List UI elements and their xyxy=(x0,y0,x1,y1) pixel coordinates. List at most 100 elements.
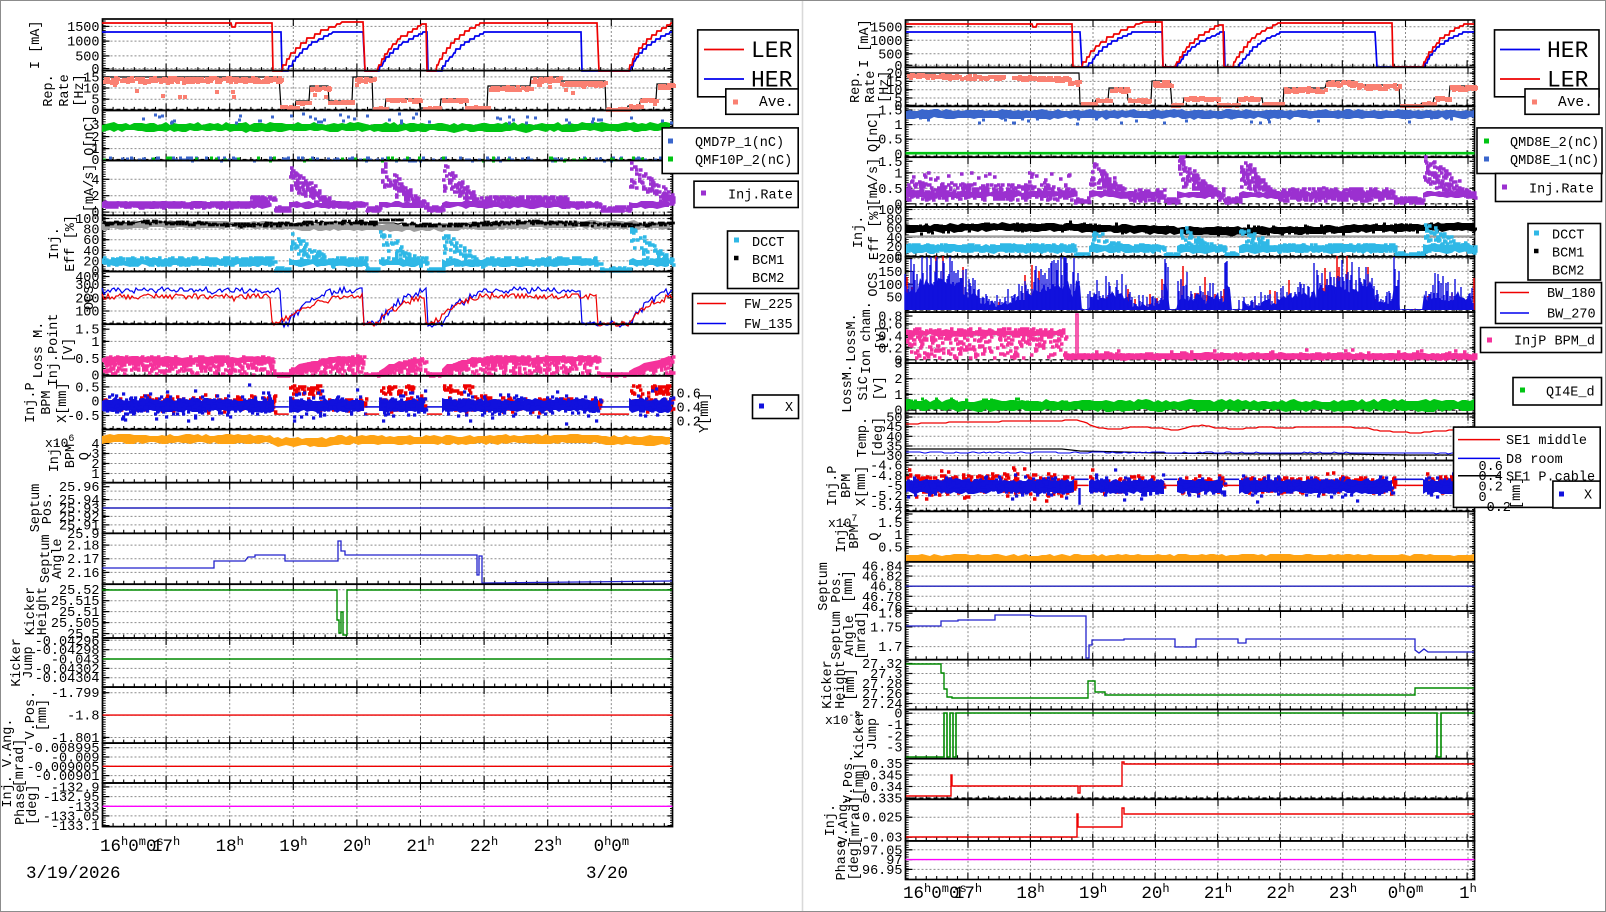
svg-text:500: 500 xyxy=(75,50,99,65)
svg-text:FW_225: FW_225 xyxy=(744,298,793,313)
svg-text:1: 1 xyxy=(894,167,902,182)
svg-text:2: 2 xyxy=(894,373,902,388)
svg-text:25.51: 25.51 xyxy=(59,606,100,621)
svg-text:0.5: 0.5 xyxy=(75,353,99,368)
svg-text:-0.04302: -0.04302 xyxy=(35,663,100,678)
svg-text:BPM: BPM xyxy=(840,474,855,498)
svg-text:40: 40 xyxy=(886,431,902,446)
svg-text:Inj.Rate: Inj.Rate xyxy=(1529,183,1594,198)
svg-text:Q[nC]: Q[nC] xyxy=(83,115,98,156)
svg-text:5: 5 xyxy=(894,93,902,108)
svg-text:Septum: Septum xyxy=(817,562,832,611)
svg-text:-0.04304: -0.04304 xyxy=(35,672,100,687)
svg-text:0.6: 0.6 xyxy=(1479,460,1503,475)
svg-text:0.2: 0.2 xyxy=(878,342,902,357)
svg-text:LER: LER xyxy=(751,38,793,64)
svg-text:0.335: 0.335 xyxy=(862,793,903,808)
svg-text:50: 50 xyxy=(886,412,902,427)
svg-text:1: 1 xyxy=(894,119,902,134)
svg-text:HER: HER xyxy=(1547,38,1589,64)
svg-text:200: 200 xyxy=(878,253,902,268)
svg-text:Jump: Jump xyxy=(866,718,881,750)
svg-text:SE1 middle: SE1 middle xyxy=(1506,434,1587,449)
svg-text:Septum: Septum xyxy=(39,534,54,583)
svg-text:20: 20 xyxy=(886,241,902,256)
svg-text:1.7: 1.7 xyxy=(878,641,902,656)
svg-text:V.Pos.: V.Pos. xyxy=(842,755,857,804)
svg-text:20h​: 20h​ xyxy=(1141,882,1169,904)
svg-text:Inj.: Inj. xyxy=(48,440,63,472)
svg-text:OCS: OCS xyxy=(867,272,882,296)
svg-text:0: 0 xyxy=(91,369,99,384)
svg-text:Q: Q xyxy=(868,532,883,540)
svg-text:2: 2 xyxy=(894,509,902,524)
svg-text:BPM: BPM xyxy=(40,390,55,414)
svg-text:0.6: 0.6 xyxy=(878,319,902,334)
svg-text:FW_135: FW_135 xyxy=(744,318,793,333)
svg-text:25.52: 25.52 xyxy=(59,584,100,599)
svg-text:25.96: 25.96 xyxy=(59,481,100,496)
svg-text:30: 30 xyxy=(886,450,902,465)
svg-text:0.5: 0.5 xyxy=(878,134,902,149)
svg-text:Phase: Phase xyxy=(835,840,850,881)
svg-text:50: 50 xyxy=(886,292,902,307)
svg-text:Inj. V.Ang.: Inj. V.Ang. xyxy=(1,718,16,807)
svg-text:OCS: OCS xyxy=(83,286,98,310)
svg-text:-1.8: -1.8 xyxy=(67,710,99,725)
svg-text:200: 200 xyxy=(75,292,99,307)
svg-text:100: 100 xyxy=(878,279,902,294)
svg-text:25.92: 25.92 xyxy=(59,511,100,526)
svg-text:27.26: 27.26 xyxy=(862,688,903,703)
svg-text:-4.6: -4.6 xyxy=(870,460,902,475)
svg-text:[mm]: [mm] xyxy=(844,668,859,700)
svg-text:-4.8: -4.8 xyxy=(870,470,902,485)
svg-text:QMD8E_2(nC): QMD8E_2(nC) xyxy=(1510,136,1599,151)
svg-text:0h​0m​: 0h​0m​ xyxy=(594,835,629,857)
svg-text:2.18: 2.18 xyxy=(67,540,99,555)
svg-text:1.5: 1.5 xyxy=(75,324,99,339)
svg-text:[deg]: [deg] xyxy=(872,417,887,458)
svg-text:16h​0m​0s​: 16h​0m​0s​ xyxy=(903,882,967,904)
svg-text:22h​: 22h​ xyxy=(1266,882,1294,904)
svg-text:4: 4 xyxy=(91,174,99,189)
svg-text:27.28: 27.28 xyxy=(862,678,903,693)
svg-text:1.5: 1.5 xyxy=(878,517,902,532)
svg-text:22h​: 22h​ xyxy=(470,835,498,857)
svg-text:I [mA]: I [mA] xyxy=(858,19,873,68)
svg-text:-0.043: -0.043 xyxy=(51,654,100,669)
svg-text:Phase: Phase xyxy=(14,784,29,825)
svg-text:21h​: 21h​ xyxy=(1204,882,1232,904)
svg-text:-0.00901: -0.00901 xyxy=(35,770,100,785)
svg-text:Rate: Rate xyxy=(58,74,73,106)
svg-text:0.5: 0.5 xyxy=(878,183,902,198)
svg-text:-0.04296: -0.04296 xyxy=(35,635,100,650)
svg-text:[mm]: [mm] xyxy=(36,699,51,731)
svg-text:X[mm]: X[mm] xyxy=(56,382,71,423)
svg-text:QI4E_d: QI4E_d xyxy=(1546,386,1595,401)
svg-text:0.6: 0.6 xyxy=(677,388,701,403)
svg-text:-1.801: -1.801 xyxy=(51,732,100,747)
svg-text:25.5: 25.5 xyxy=(67,628,99,643)
svg-text:20: 20 xyxy=(83,255,99,270)
svg-text:Kicker: Kicker xyxy=(10,638,25,687)
svg-text:[mm]: [mm] xyxy=(842,570,857,602)
svg-text:X: X xyxy=(785,401,793,416)
svg-text:[mrad]: [mrad] xyxy=(849,796,864,845)
svg-text:23h​: 23h​ xyxy=(534,835,562,857)
svg-text:Y[mm]: Y[mm] xyxy=(698,392,713,433)
svg-text:-133.05: -133.05 xyxy=(43,810,100,825)
svg-text:BCM1: BCM1 xyxy=(752,254,784,269)
svg-text:LossM.: LossM. xyxy=(845,313,860,362)
svg-text:-3: -3 xyxy=(886,742,902,757)
svg-text:-133: -133 xyxy=(67,801,99,816)
svg-text:-0.008995: -0.008995 xyxy=(27,742,100,757)
svg-text:15: 15 xyxy=(83,71,99,86)
svg-text:25.91: 25.91 xyxy=(59,519,100,534)
svg-text:Angle: Angle xyxy=(843,615,858,656)
svg-text:Ave.: Ave. xyxy=(759,95,794,111)
svg-text:BCM1: BCM1 xyxy=(1552,247,1584,262)
svg-text:2.17: 2.17 xyxy=(67,553,99,568)
svg-text:-5.2: -5.2 xyxy=(870,490,902,505)
svg-text:-132.95: -132.95 xyxy=(43,791,100,806)
svg-text:x106: x106 xyxy=(45,434,74,451)
